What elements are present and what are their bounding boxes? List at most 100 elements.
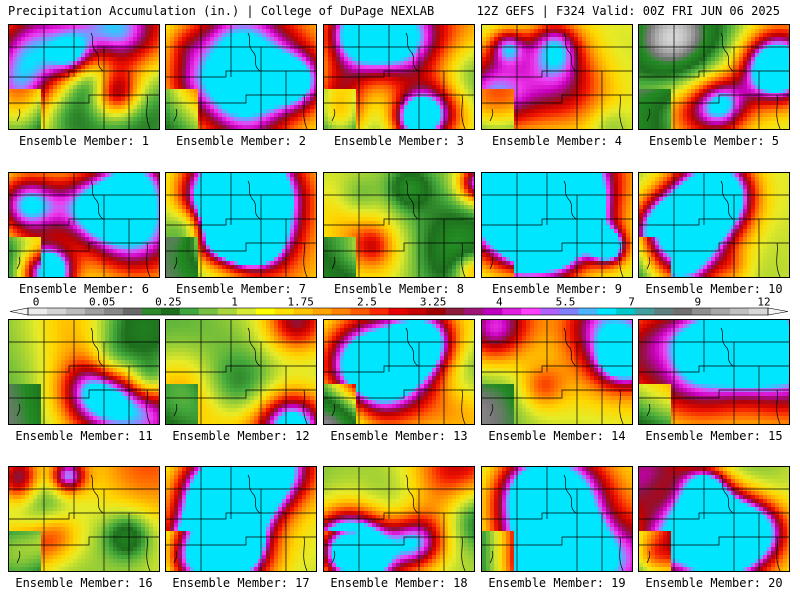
- ensemble-member-map-19: [481, 466, 633, 572]
- state-border-line: [9, 242, 159, 252]
- state-border-line: [324, 389, 474, 399]
- colorbar-swatch: [217, 308, 238, 315]
- ensemble-member-map-16: [8, 466, 160, 572]
- ensemble-member-map-14: [481, 319, 633, 425]
- state-border-line: [563, 32, 577, 72]
- ensemble-member-label: Ensemble Member: 12: [165, 429, 317, 443]
- state-border-line: [90, 327, 104, 367]
- state-border-line: [331, 256, 336, 270]
- ensemble-member-label: Ensemble Member: 11: [8, 429, 160, 443]
- colorbar-swatch: [103, 308, 124, 315]
- state-border-line: [776, 536, 781, 571]
- precip-field-map: [9, 25, 159, 129]
- precip-field-map: [324, 173, 474, 277]
- colorbar-swatch: [730, 308, 750, 315]
- precip-field-map: [639, 320, 789, 424]
- colorbar-swatch: [635, 308, 655, 315]
- state-border-line: [247, 474, 261, 514]
- state-border-line: [776, 242, 781, 277]
- precip-field-map: [482, 467, 632, 571]
- precip-field-map: [324, 25, 474, 129]
- state-border-line: [9, 536, 159, 546]
- state-border-line: [331, 550, 336, 564]
- colorbar-swatch: [445, 308, 466, 315]
- precip-field-map: [639, 467, 789, 571]
- state-border-line: [331, 108, 336, 122]
- ensemble-member-map-7: [165, 172, 317, 278]
- ensemble-member-map-3: [323, 24, 475, 130]
- state-border-line: [324, 218, 474, 226]
- state-border-line: [303, 389, 308, 424]
- colorbar-tick-label: 1.75: [287, 296, 314, 309]
- state-border-line: [461, 536, 466, 571]
- state-border-line: [461, 242, 466, 277]
- colorbar-swatch: [540, 308, 560, 315]
- state-border-line: [482, 70, 632, 78]
- state-border-line: [166, 365, 316, 373]
- header-title-right: 12Z GEFS | F324 Valid: 00Z FRI JUN 06 20…: [477, 4, 780, 18]
- ensemble-member-map-1: [8, 24, 160, 130]
- colorbar-swatch: [464, 308, 484, 315]
- state-border-line: [563, 327, 577, 367]
- precip-field-map: [166, 320, 316, 424]
- state-border-line: [166, 218, 316, 226]
- precip-field-map: [639, 25, 789, 129]
- state-border-line: [720, 32, 734, 72]
- colorbar-swatch: [654, 308, 674, 315]
- state-border-line: [720, 180, 734, 220]
- colorbar-swatch: [521, 308, 541, 315]
- colorbar-right-arrow: [767, 307, 789, 316]
- state-border-line: [619, 536, 624, 571]
- state-border-line: [146, 94, 151, 129]
- ensemble-member-map-12: [165, 319, 317, 425]
- state-border-line: [173, 403, 178, 417]
- precip-field-map: [639, 173, 789, 277]
- precip-field-map: [166, 467, 316, 571]
- colorbar-tick-label: 0: [33, 296, 40, 309]
- ensemble-member-map-15: [638, 319, 790, 425]
- state-border-line: [639, 536, 789, 546]
- colorbar-tick-label: 0.05: [89, 296, 116, 309]
- colorbar-swatch: [255, 308, 276, 315]
- colorbar-swatch: [597, 308, 617, 315]
- state-border-line: [646, 108, 651, 122]
- state-border-line: [619, 242, 624, 277]
- ensemble-member-label: Ensemble Member: 2: [165, 134, 317, 148]
- ensemble-member-label: Ensemble Member: 4: [481, 134, 633, 148]
- state-border-line: [461, 94, 466, 129]
- state-border-line: [16, 108, 21, 122]
- colorbar-swatch: [274, 308, 295, 315]
- precip-field-map: [166, 25, 316, 129]
- colorbar-tick-label: 5.5: [556, 296, 576, 309]
- colorbar-swatch: [578, 308, 598, 315]
- state-border-line: [166, 512, 316, 520]
- state-border-line: [489, 256, 494, 270]
- state-border-line: [639, 512, 789, 520]
- colorbar-swatch: [350, 308, 371, 315]
- state-border-line: [489, 108, 494, 122]
- colorbar-tick-label: 7: [628, 296, 635, 309]
- colorbar-swatch: [407, 308, 428, 315]
- state-border-line: [9, 389, 159, 399]
- state-border-line: [720, 474, 734, 514]
- colorbar-swatch: [673, 308, 693, 315]
- state-border-line: [563, 474, 577, 514]
- state-border-line: [324, 365, 474, 373]
- ensemble-member-label: Ensemble Member: 15: [638, 429, 790, 443]
- ensemble-member-label: Ensemble Member: 14: [481, 429, 633, 443]
- state-border-line: [489, 403, 494, 417]
- colorbar-swatch: [293, 308, 314, 315]
- colorbar-border: [27, 307, 769, 316]
- colorbar-swatch: [388, 308, 409, 315]
- state-border-line: [405, 32, 419, 72]
- state-border-line: [482, 94, 632, 104]
- state-border-line: [166, 70, 316, 78]
- state-border-line: [166, 242, 316, 252]
- state-border-line: [146, 536, 151, 571]
- ensemble-member-map-9: [481, 172, 633, 278]
- colorbar-swatch: [236, 308, 257, 315]
- state-border-line: [324, 94, 474, 104]
- state-border-line: [461, 389, 466, 424]
- state-border-line: [482, 389, 632, 399]
- state-border-line: [482, 365, 632, 373]
